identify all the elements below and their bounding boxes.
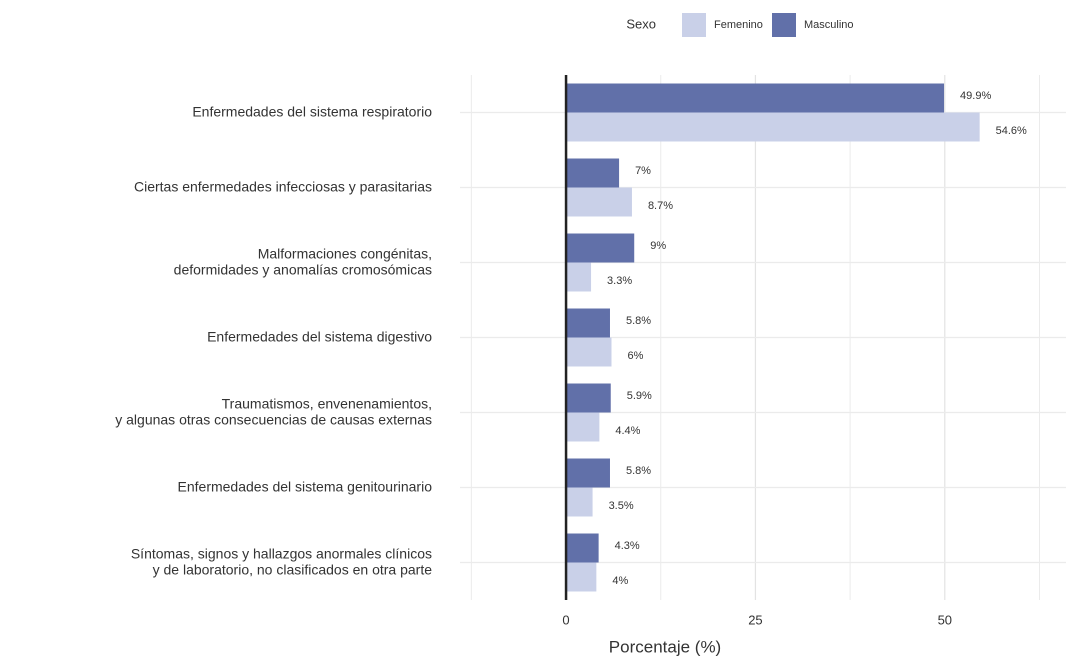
bar bbox=[566, 83, 945, 113]
x-tick-label: 50 bbox=[938, 612, 952, 627]
value-label: 5.9% bbox=[627, 390, 652, 402]
bar bbox=[566, 112, 980, 142]
value-label: 49.9% bbox=[960, 90, 991, 102]
y-tick-label: Traumatismos, envenenamientos, y algunas … bbox=[115, 395, 432, 427]
bar bbox=[566, 158, 620, 188]
bar bbox=[566, 337, 612, 367]
value-label: 7% bbox=[635, 165, 651, 177]
bar bbox=[566, 562, 597, 592]
y-tick-label: Ciertas enfermedades infecciosas y paras… bbox=[134, 178, 432, 194]
y-tick-label: Síntomas, signos y hallazgos anormales c… bbox=[131, 545, 432, 577]
x-tick-label: 0 bbox=[562, 612, 569, 627]
value-label: 5.8% bbox=[626, 315, 651, 327]
bar bbox=[566, 187, 632, 217]
y-tick-label: Enfermedades del sistema digestivo bbox=[207, 328, 432, 344]
legend-swatch bbox=[772, 13, 796, 37]
x-tick-label: 25 bbox=[748, 612, 762, 627]
y-tick-label: Enfermedades del sistema respiratorio bbox=[192, 103, 432, 119]
value-label: 5.8% bbox=[626, 465, 651, 477]
bar bbox=[566, 262, 592, 292]
value-label: 54.6% bbox=[996, 125, 1027, 137]
bar bbox=[566, 233, 635, 263]
y-tick-label: Enfermedades del sistema genitourinario bbox=[178, 478, 433, 494]
bar bbox=[566, 458, 610, 488]
legend-label: Femenino bbox=[714, 19, 763, 31]
bar bbox=[566, 308, 610, 338]
value-label: 4.3% bbox=[615, 540, 640, 552]
value-label: 6% bbox=[628, 350, 644, 362]
bar bbox=[566, 487, 593, 517]
y-tick-label: Malformaciones congénitas, deformidades y… bbox=[174, 245, 432, 277]
legend-swatch bbox=[682, 13, 706, 37]
bar bbox=[566, 383, 611, 413]
value-label: 4.4% bbox=[615, 425, 640, 437]
value-label: 3.3% bbox=[607, 275, 632, 287]
legend-label: Masculino bbox=[804, 19, 854, 31]
value-label: 9% bbox=[650, 240, 666, 252]
bar bbox=[566, 533, 599, 563]
value-label: 3.5% bbox=[609, 500, 634, 512]
legend-title: Sexo bbox=[626, 16, 656, 31]
value-label: 4% bbox=[612, 575, 628, 587]
value-label: 8.7% bbox=[648, 200, 673, 212]
x-axis-title: Porcentaje (%) bbox=[609, 637, 721, 656]
bar bbox=[566, 412, 600, 442]
